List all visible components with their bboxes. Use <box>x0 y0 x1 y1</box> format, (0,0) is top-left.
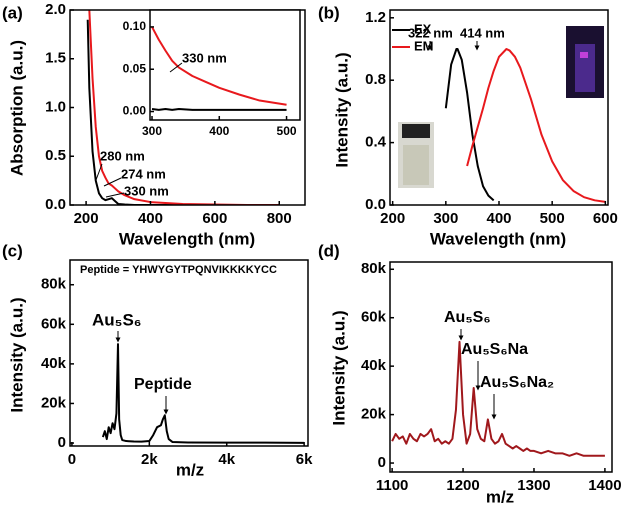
y-tick-label: 60k <box>41 315 67 332</box>
y-tick-label: 1.2 <box>365 9 386 26</box>
y-tick-label: 0.0 <box>365 196 386 213</box>
x-axis-label: Wavelength (nm) <box>430 229 566 248</box>
x-tick-label: 200 <box>74 210 99 227</box>
panel-label: (d) <box>318 241 340 260</box>
x-tick-label: 0 <box>68 451 76 468</box>
x-tick-label: 1100 <box>376 477 409 494</box>
x-tick-label: 1200 <box>446 477 479 494</box>
y-tick-label: 20k <box>41 394 67 411</box>
y-axis-label: Intensity (a.u.) <box>7 297 26 412</box>
x-axis-label: m/z <box>486 487 514 505</box>
y-tick-label: 0.8 <box>365 71 386 88</box>
y-tick-label: 80k <box>41 276 67 293</box>
photo <box>580 52 588 58</box>
x-tick-label: 4k <box>218 451 235 468</box>
y-axis-label: Intensity (a.u.) <box>329 310 348 425</box>
x-tick-label: 1400 <box>588 477 621 494</box>
y-tick-label: 0.0 <box>45 196 66 213</box>
annotation: Au₅S₆ <box>92 310 142 329</box>
y-tick-label: 20k <box>361 406 387 423</box>
legend-label: EM <box>414 38 434 53</box>
x-axis-label: Wavelength (nm) <box>119 229 255 248</box>
x-tick-label: 400 <box>486 210 511 227</box>
x-tick-label: 1300 <box>517 477 550 494</box>
y-tick-label: 0.00 <box>123 104 147 118</box>
x-tick-label: 400 <box>209 124 229 138</box>
axes-frame <box>69 259 309 447</box>
annotation: Au₅S₆Na <box>461 341 528 358</box>
y-tick-label: 0.4 <box>365 134 387 151</box>
x-tick-label: 300 <box>433 210 458 227</box>
panel-label: (c) <box>2 241 23 260</box>
axes-frame <box>149 9 301 121</box>
annotation: Au₅S₆ <box>444 309 491 326</box>
annotation: 280 nm <box>100 148 145 163</box>
axes-frame <box>389 261 613 473</box>
y-tick-label: 0 <box>58 434 66 451</box>
x-tick-label: 200 <box>380 210 405 227</box>
annotation: 274 nm <box>121 166 166 181</box>
panel-label: (a) <box>2 3 23 22</box>
photo <box>403 145 429 185</box>
photo <box>575 44 595 92</box>
x-tick-label: 300 <box>142 124 162 138</box>
y-tick-label: 40k <box>41 355 67 372</box>
data-line <box>88 10 280 205</box>
annotation: Au₅S₆Na₂ <box>480 374 554 391</box>
annotation: 322 nm <box>408 25 453 40</box>
arrow <box>105 192 125 198</box>
y-tick-label: 60k <box>361 309 387 326</box>
annotation: Peptide <box>134 376 192 393</box>
annotation: 330 nm <box>124 183 169 198</box>
panel-label: (b) <box>318 3 340 22</box>
annotation: Peptide = YHWYGYTPQNVIKKKKYCC <box>80 264 277 276</box>
x-tick-label: 800 <box>267 210 292 227</box>
y-tick-label: 40k <box>361 357 387 374</box>
y-tick-label: 1.5 <box>45 50 66 67</box>
x-tick-label: 600 <box>202 210 227 227</box>
x-tick-label: 400 <box>138 210 163 227</box>
y-tick-label: 0.5 <box>45 147 66 164</box>
y-axis-label: Intensity (a.u.) <box>332 52 351 167</box>
data-line <box>101 343 305 444</box>
data-line <box>151 108 287 111</box>
y-tick-label: 80k <box>361 260 387 277</box>
data-line <box>466 48 606 203</box>
x-tick-label: 2k <box>141 451 158 468</box>
data-line <box>444 48 495 202</box>
annotation: 330 nm <box>182 50 227 65</box>
y-tick-label: 0 <box>378 454 386 471</box>
x-tick-label: 600 <box>593 210 618 227</box>
data-line <box>86 19 280 205</box>
arrow <box>95 163 103 181</box>
x-tick-label: 500 <box>540 210 565 227</box>
y-tick-label: 0.10 <box>123 19 147 33</box>
legend-label: EX <box>414 21 432 36</box>
y-tick-label: 0.05 <box>123 61 147 75</box>
y-tick-label: 1.0 <box>45 98 66 115</box>
arrow <box>103 177 122 187</box>
data-line <box>391 340 605 457</box>
x-tick-label: 500 <box>277 124 297 138</box>
x-axis-label: m/z <box>176 460 204 479</box>
photo <box>402 124 430 138</box>
y-tick-label: 2.0 <box>45 1 66 18</box>
data-line <box>151 26 287 106</box>
x-tick-label: 6k <box>296 451 313 468</box>
y-axis-label: Absorption (a.u.) <box>7 40 26 176</box>
arrow <box>169 62 183 73</box>
annotation: 414 nm <box>460 25 505 40</box>
